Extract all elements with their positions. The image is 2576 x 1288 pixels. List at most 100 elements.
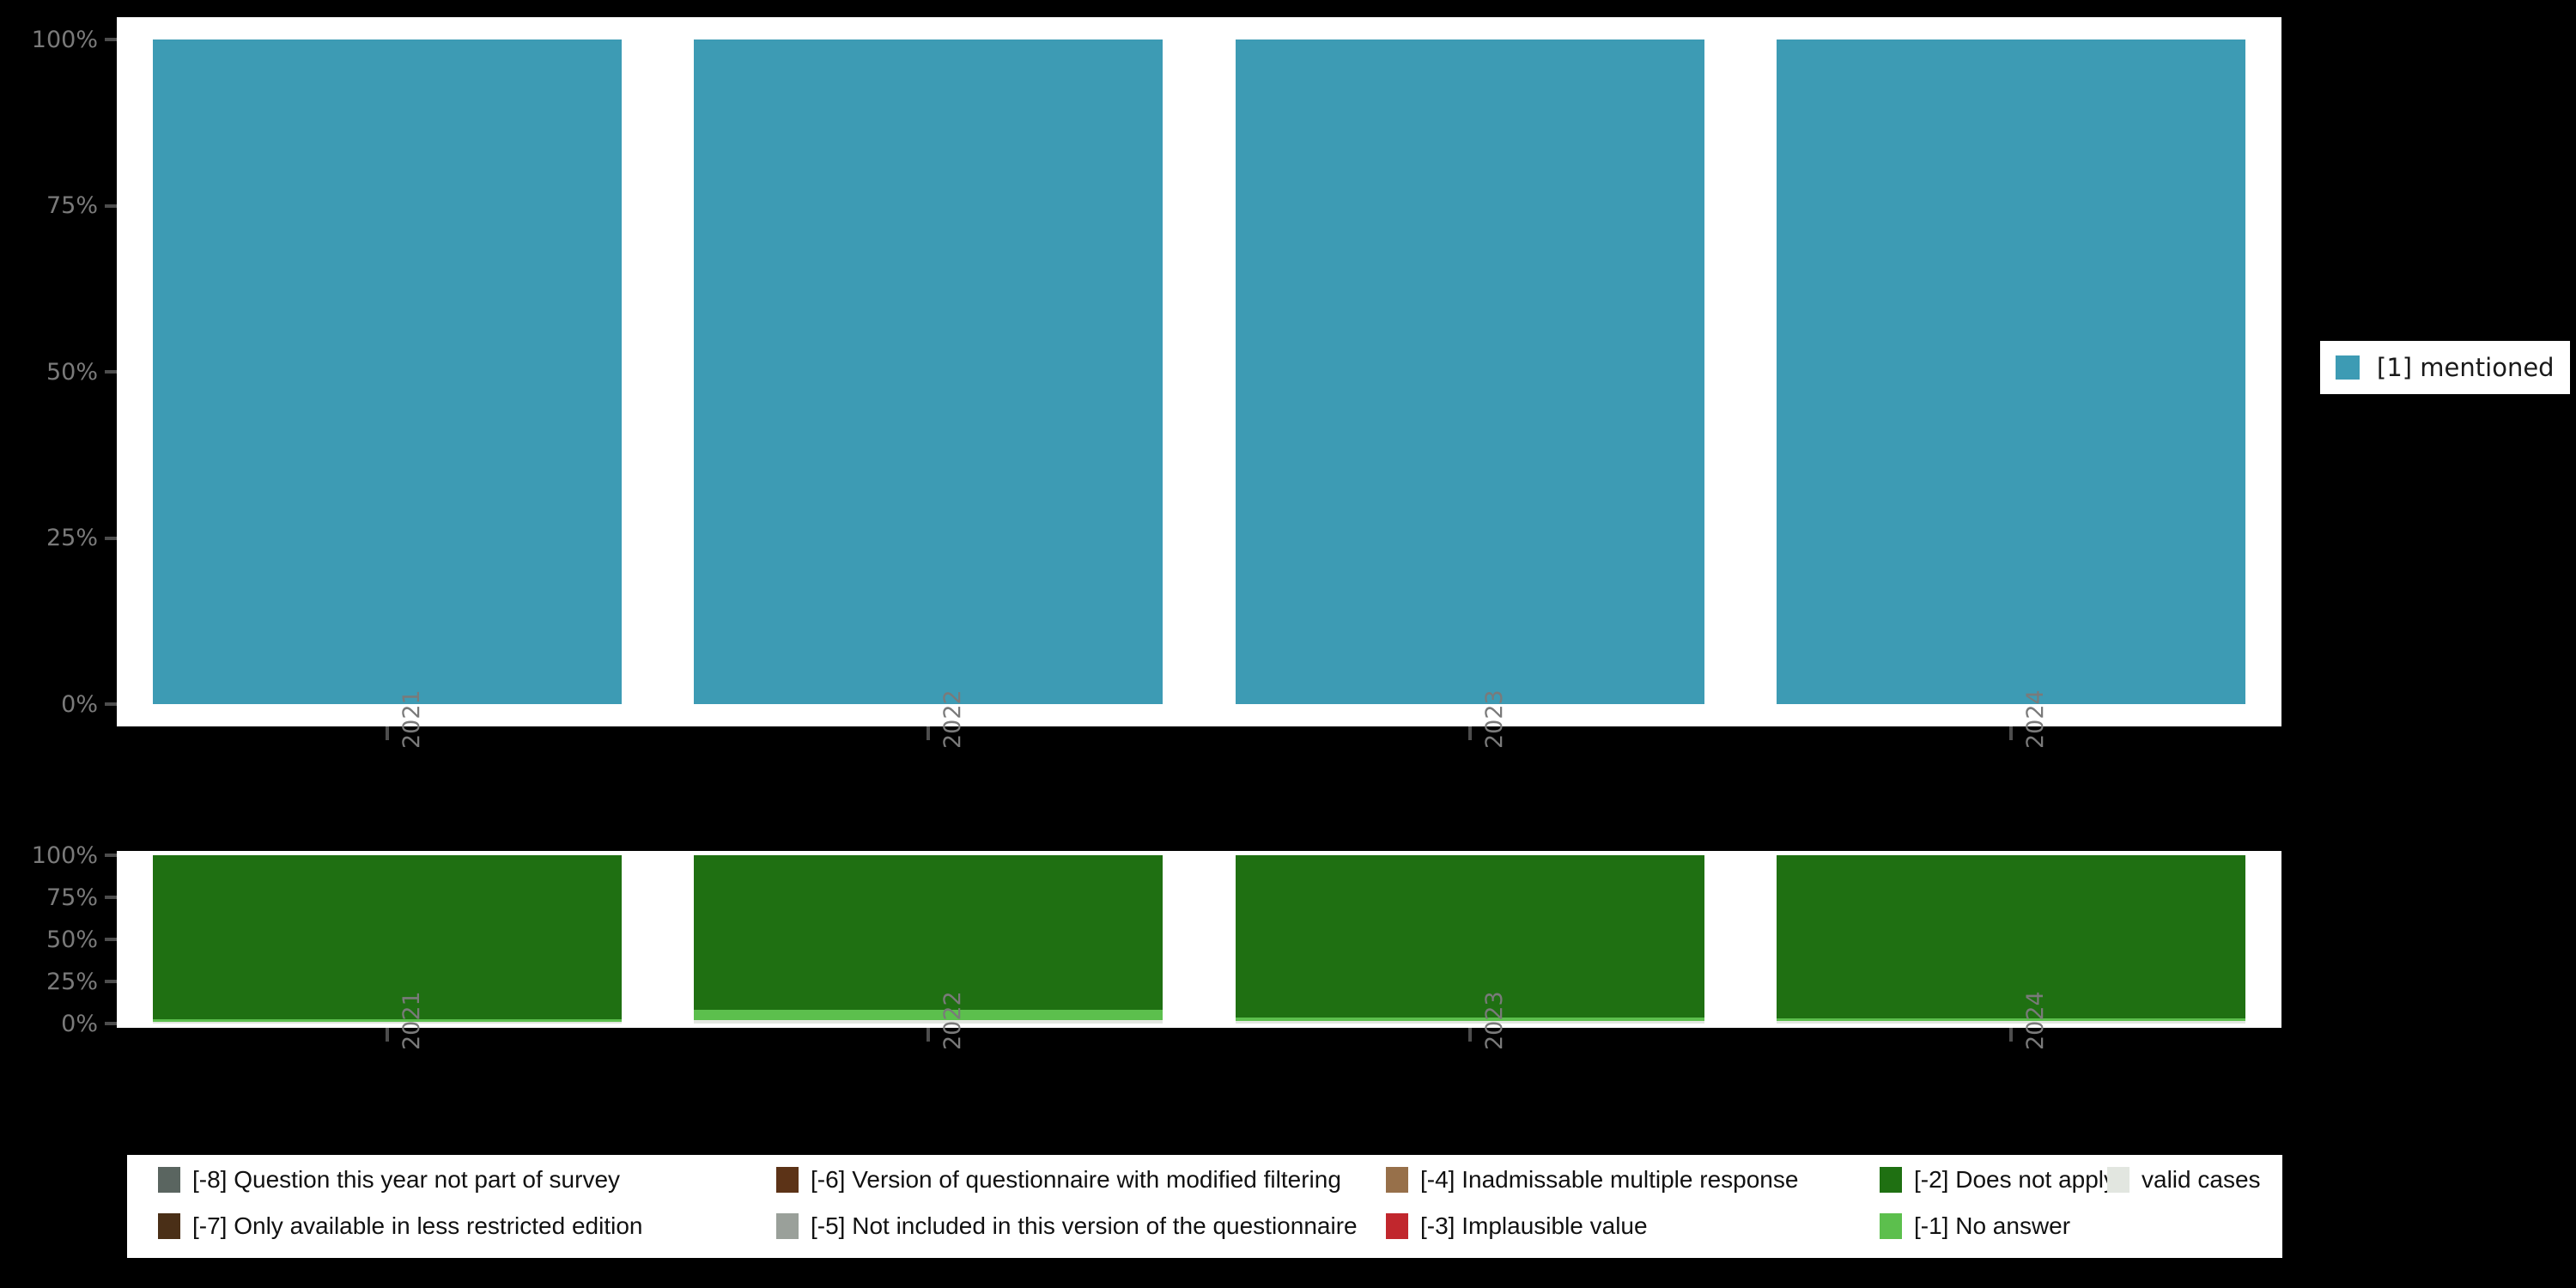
lower-x-tick-mark — [2008, 1028, 2013, 1042]
legend-item[interactable]: valid cases — [2107, 1167, 2261, 1193]
legend-item[interactable]: [-6] Version of questionnaire with modif… — [776, 1167, 1341, 1193]
legend-swatch — [2107, 1167, 2129, 1193]
legend-lower-chart: [-8] Question this year not part of surv… — [127, 1155, 2282, 1258]
legend-item[interactable]: [-1] No answer — [1880, 1213, 2070, 1239]
legend-item[interactable]: [-7] Only available in less restricted e… — [158, 1213, 642, 1239]
lower-y-tick-mark — [105, 1022, 117, 1025]
lower-bar-2024[interactable] — [1776, 855, 2245, 1024]
lower-x-tick-mark — [386, 1028, 390, 1042]
upper-bar-segment[interactable] — [1776, 39, 2245, 704]
legend-item[interactable]: [-3] Implausible value — [1386, 1213, 1648, 1239]
lower-bar-segment[interactable] — [1776, 855, 2245, 1019]
legend-item[interactable]: [-2] Does not apply — [1880, 1167, 2116, 1193]
upper-y-tick-mark — [105, 38, 117, 41]
upper-y-tick-mark — [105, 204, 117, 208]
lower-y-tick-mark — [105, 938, 117, 941]
legend-swatch — [776, 1213, 799, 1239]
lower-bar-segment[interactable] — [1776, 1018, 2245, 1022]
upper-y-tick-label: 0% — [61, 690, 98, 718]
legend-label: [-7] Only available in less restricted e… — [192, 1212, 643, 1239]
lower-x-tick-label-2022: 2022 — [939, 991, 967, 1050]
upper-y-tick-label: 75% — [46, 192, 98, 219]
legend-swatch — [776, 1167, 799, 1193]
upper-x-tick-label-2024: 2024 — [2021, 690, 2049, 749]
legend-label: [-4] Inadmissable multiple response — [1420, 1166, 1799, 1193]
legend-swatch — [1880, 1213, 1902, 1239]
upper-x-tick-mark — [927, 726, 931, 740]
lower-x-tick-mark — [1467, 1028, 1472, 1042]
upper-y-tick-label: 50% — [46, 358, 98, 386]
legend-swatch — [1880, 1167, 1902, 1193]
lower-bar-segment[interactable] — [1235, 1018, 1704, 1022]
upper-bar-2021[interactable] — [153, 39, 622, 704]
upper-y-tick-label: 25% — [46, 525, 98, 551]
upper-x-tick-label-2023: 2023 — [1480, 690, 1508, 749]
lower-bar-segment[interactable] — [694, 1010, 1163, 1021]
lower-bar-2023[interactable] — [1235, 855, 1704, 1024]
lower-y-tick-label: 0% — [61, 1010, 98, 1037]
upper-bar-2023[interactable] — [1235, 39, 1704, 704]
upper-bar-segment[interactable] — [694, 39, 1163, 704]
legend-label: [-6] Version of questionnaire with modif… — [811, 1166, 1341, 1193]
legend-swatch — [158, 1213, 180, 1239]
upper-y-tick-mark — [105, 702, 117, 706]
lower-bar-segment[interactable] — [694, 1020, 1163, 1024]
upper-bar-segment[interactable] — [153, 39, 622, 704]
lower-bar-segment[interactable] — [694, 855, 1163, 1011]
legend-swatch — [158, 1167, 180, 1193]
lower-bar-segment[interactable] — [153, 1022, 622, 1024]
upper-y-tick-label: 100% — [31, 26, 98, 53]
upper-x-tick-label-2022: 2022 — [939, 690, 967, 749]
lower-x-tick-label-2021: 2021 — [398, 991, 426, 1050]
legend-upper-chart: [1] mentioned — [2320, 341, 2570, 394]
lower-bar-segment[interactable] — [153, 1019, 622, 1023]
upper-y-tick-mark — [105, 536, 117, 540]
lower-y-tick-label: 75% — [46, 884, 98, 911]
upper-chart-bars — [117, 17, 2281, 726]
lower-y-tick-mark — [105, 896, 117, 899]
lower-bar-segment[interactable] — [1235, 1021, 1704, 1024]
legend-item[interactable]: [-4] Inadmissable multiple response — [1386, 1167, 1798, 1193]
upper-x-tick-mark — [386, 726, 390, 740]
legend-row-2: [-7] Only available in less restricted e… — [143, 1213, 2267, 1260]
lower-bar-segment[interactable] — [153, 855, 622, 1020]
legend-label-mentioned: [1] mentioned — [2377, 353, 2555, 382]
lower-bar-2021[interactable] — [153, 855, 622, 1024]
lower-x-tick-label-2023: 2023 — [1480, 991, 1508, 1050]
legend-swatch — [1386, 1167, 1408, 1193]
lower-y-tick-mark — [105, 980, 117, 983]
legend-item[interactable]: [-5] Not included in this version of the… — [776, 1213, 1358, 1239]
upper-chart-plot-area — [117, 17, 2281, 726]
upper-x-tick-mark — [2008, 726, 2013, 740]
upper-bar-segment[interactable] — [1235, 39, 1704, 704]
upper-y-tick-mark — [105, 370, 117, 374]
upper-bar-2024[interactable] — [1776, 39, 2245, 704]
upper-bar-2022[interactable] — [694, 39, 1163, 704]
lower-chart-x-axis: 2021 2022 2023 2024 — [117, 991, 2281, 1148]
legend-label: valid cases — [2142, 1166, 2261, 1193]
legend-label: [-2] Does not apply — [1914, 1166, 2117, 1193]
lower-y-tick-label: 25% — [46, 968, 98, 995]
lower-chart-y-axis: 100% 75% 50% 25% 0% — [0, 842, 117, 1037]
legend-swatch — [1386, 1213, 1408, 1239]
legend-label: [-3] Implausible value — [1420, 1212, 1648, 1239]
lower-x-tick-mark — [927, 1028, 931, 1042]
lower-bar-segment[interactable] — [1235, 855, 1704, 1018]
legend-swatch-mentioned — [2336, 355, 2360, 380]
legend-label: [-5] Not included in this version of the… — [811, 1212, 1358, 1239]
upper-x-tick-label-2021: 2021 — [398, 690, 426, 749]
lower-y-tick-label: 50% — [46, 926, 98, 953]
lower-chart-plot-area — [117, 851, 2281, 1028]
lower-x-tick-label-2024: 2024 — [2021, 991, 2049, 1050]
legend-label: [-1] No answer — [1914, 1212, 2071, 1239]
lower-bar-segment[interactable] — [1776, 1021, 2245, 1024]
lower-y-tick-label: 100% — [31, 841, 98, 869]
legend-item[interactable]: [-8] Question this year not part of surv… — [158, 1167, 620, 1193]
lower-y-tick-mark — [105, 854, 117, 857]
upper-x-tick-mark — [1467, 726, 1472, 740]
lower-chart-bars — [117, 851, 2281, 1028]
upper-chart-y-axis: 100% 75% 50% 25% 0% — [0, 17, 117, 726]
upper-chart-x-axis: 2021 2022 2023 2024 — [117, 690, 2281, 855]
legend-label: [-8] Question this year not part of surv… — [192, 1166, 621, 1193]
lower-bar-2022[interactable] — [694, 855, 1163, 1024]
